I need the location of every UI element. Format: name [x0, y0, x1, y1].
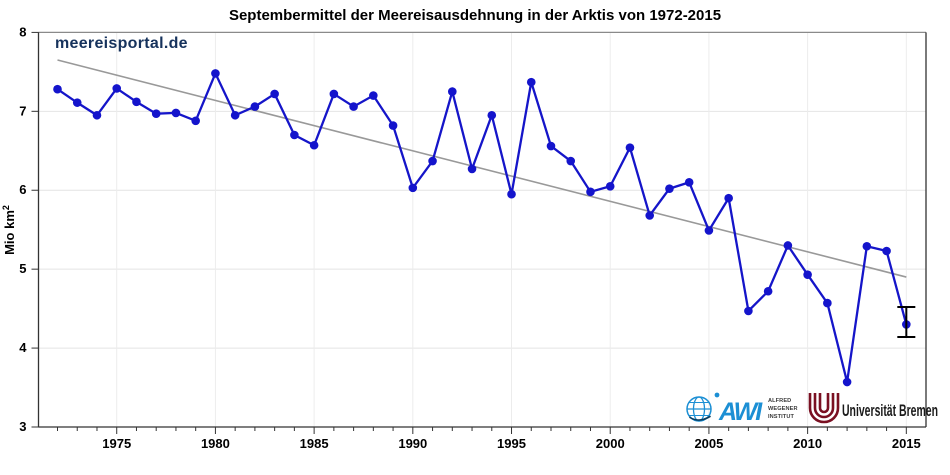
svg-text:2010: 2010	[793, 436, 822, 451]
svg-text:1975: 1975	[102, 436, 131, 451]
svg-text:WEGENER: WEGENER	[768, 406, 798, 412]
svg-text:Septembermittel der Meereisaus: Septembermittel der Meereisausdehnung in…	[229, 7, 721, 24]
svg-text:2000: 2000	[596, 436, 625, 451]
svg-text:5: 5	[19, 261, 26, 276]
svg-text:4: 4	[19, 340, 27, 355]
svg-text:meereisportal.de: meereisportal.de	[55, 35, 188, 52]
svg-text:1985: 1985	[300, 436, 329, 451]
svg-text:ALFRED: ALFRED	[768, 398, 791, 404]
svg-text:Mio km2: Mio km2	[1, 205, 17, 255]
svg-text:1995: 1995	[497, 436, 526, 451]
svg-text:1980: 1980	[201, 436, 230, 451]
svg-text:2015: 2015	[892, 436, 921, 451]
svg-text:2005: 2005	[694, 436, 723, 451]
svg-text:6: 6	[19, 182, 26, 197]
svg-text:3: 3	[19, 419, 26, 434]
svg-text:AWI: AWI	[718, 398, 763, 426]
svg-text:8: 8	[19, 24, 26, 39]
svg-text:7: 7	[19, 103, 26, 118]
svg-text:INSTITUT: INSTITUT	[768, 414, 794, 420]
svg-text:1990: 1990	[398, 436, 427, 451]
svg-text:Universität Bremen: Universität Bremen	[842, 401, 938, 420]
